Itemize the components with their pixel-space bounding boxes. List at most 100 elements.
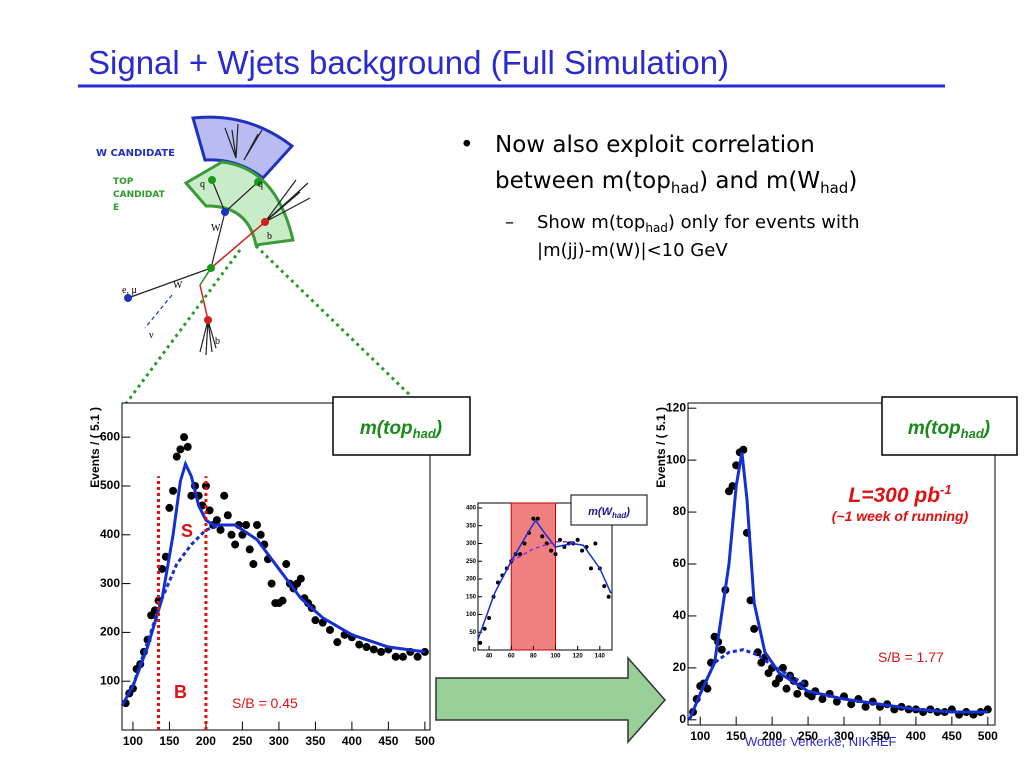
data-point <box>326 625 335 634</box>
annotation: L=300 pb-1 <box>848 482 951 507</box>
particle-label: W <box>211 223 221 234</box>
x-tick-label: 80 <box>530 654 537 660</box>
x-tick-label: 200 <box>762 729 782 743</box>
x-tick-label: 450 <box>378 734 398 748</box>
data-point <box>553 552 558 557</box>
y-tick-label: 200 <box>466 577 477 583</box>
y-tick-label: 100 <box>466 612 477 618</box>
data-point <box>398 652 407 661</box>
plot-frame <box>687 402 996 726</box>
data-point <box>391 652 400 661</box>
x-tick-label: 500 <box>978 729 998 743</box>
x-tick-label: 250 <box>232 734 252 748</box>
x-tick-label: 120 <box>573 654 584 660</box>
top-candidate: E <box>113 203 119 213</box>
x-tick-label: 300 <box>834 729 854 743</box>
particle-label: e, μ <box>122 285 137 296</box>
data-point <box>158 564 167 573</box>
data-point <box>593 541 598 546</box>
vertex <box>204 316 212 324</box>
data-point <box>187 491 196 500</box>
y-tick-label: 400 <box>100 527 120 541</box>
data-point <box>172 452 181 461</box>
plot: 100 150 200 250 300 350 400 450 500 100 200 300 400 5… <box>88 402 435 748</box>
particle-label: W <box>173 280 183 291</box>
subbullet-dash: – <box>505 212 514 233</box>
data-point <box>580 548 585 553</box>
data-point <box>183 442 192 451</box>
x-tick-label: 400 <box>342 734 362 748</box>
footer: Wouter Verkerke, NIKHEF <box>745 734 897 749</box>
data-point <box>216 525 225 534</box>
data-point <box>169 486 178 495</box>
x-tick-label: 350 <box>305 734 325 748</box>
data-point <box>223 511 232 520</box>
vertex <box>124 294 132 302</box>
data-point <box>861 702 870 711</box>
x-tick-label: 60 <box>508 654 515 660</box>
bullet-text: between m(tophad) and m(Whad) <box>495 168 857 197</box>
y-axis-label: Events / ( 5.1 ) <box>654 407 668 488</box>
data-point <box>588 566 593 571</box>
x-tick-label: 150 <box>159 734 179 748</box>
annotation: (~1 week of running) <box>832 508 969 524</box>
data-point <box>606 594 611 599</box>
background-fit <box>510 540 578 562</box>
jets <box>127 123 311 356</box>
data-point <box>478 640 483 645</box>
y-tick-label: 600 <box>100 429 120 443</box>
y-tick-label: 0 <box>679 712 686 726</box>
particle-label: ν <box>149 330 154 341</box>
y-axis-label: Events / ( 5.1 ) <box>88 407 102 488</box>
label-box <box>332 396 471 456</box>
data-point <box>717 645 726 654</box>
x-tick-label: 400 <box>906 729 926 743</box>
background-fit <box>698 648 809 695</box>
x-tick-label: 100 <box>551 654 562 660</box>
particle-label: q <box>200 179 205 190</box>
data-point <box>549 548 554 553</box>
data-point <box>377 647 386 656</box>
data-point <box>518 552 523 557</box>
particle-label: b <box>215 336 220 347</box>
data-point <box>557 537 562 542</box>
vertex <box>207 264 215 272</box>
data-point <box>413 652 422 661</box>
x-tick-label: 150 <box>726 729 746 743</box>
y-tick-label: 120 <box>666 400 686 414</box>
annotation: S/B = 1.77 <box>878 649 944 665</box>
event-diagram: W CANDIDATE TOP CANDIDAT E q q W b e, μ … <box>96 115 417 406</box>
data-point <box>832 697 841 706</box>
charts: 100 150 200 250 300 350 400 450 5001002003004005… <box>88 400 998 748</box>
data-point <box>775 674 784 683</box>
x-tick-label: 40 <box>486 654 493 660</box>
x-tick-label: 250 <box>798 729 818 743</box>
vertex <box>261 218 269 226</box>
label-box <box>881 396 1018 456</box>
data-point <box>165 503 174 512</box>
data-point <box>535 516 540 521</box>
data-point <box>212 516 221 525</box>
data-point <box>333 638 342 647</box>
particle-label: q <box>258 179 263 190</box>
data-point <box>205 506 214 515</box>
data-point <box>847 700 856 709</box>
data-point <box>369 645 378 654</box>
bullet-dot: • <box>460 132 474 158</box>
y-tick-label: 80 <box>673 504 687 518</box>
data-point <box>227 530 236 539</box>
y-tick-label: 350 <box>466 523 477 529</box>
bullet-text: Now also exploit correlation <box>495 132 815 158</box>
x-tick-label: 200 <box>196 734 216 748</box>
x-tick-label: 140 <box>595 654 606 660</box>
data-point <box>249 560 258 569</box>
w-candidate: W CANDIDATE <box>96 148 175 159</box>
top-candidate: CANDIDAT <box>113 190 166 200</box>
y-tick-label: 100 <box>666 452 686 466</box>
box-label: m(tophad) <box>360 418 442 441</box>
x-tick-label: 350 <box>870 729 890 743</box>
y-tick-label: 300 <box>100 576 120 590</box>
label-box <box>570 494 648 526</box>
data-point <box>267 579 276 588</box>
